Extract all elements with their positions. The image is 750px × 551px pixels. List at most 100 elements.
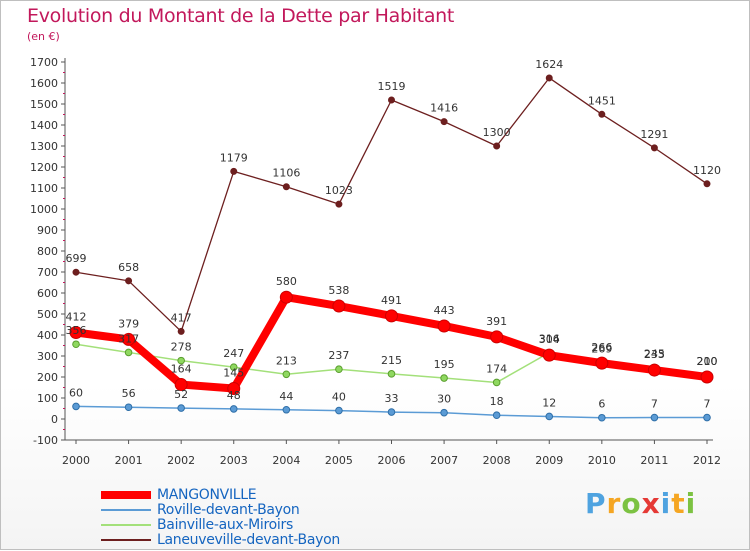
data-point-roville-devant-bayon bbox=[335, 406, 343, 415]
data-label-laneuveville-devant-bayon: 417 bbox=[171, 311, 192, 324]
data-label-mangonville: 491 bbox=[381, 294, 402, 307]
data-point-roville-devant-bayon bbox=[650, 413, 659, 422]
data-label-laneuveville-devant-bayon: 1106 bbox=[272, 167, 300, 180]
data-label-mangonville: 443 bbox=[434, 304, 455, 317]
y-tick-label: 1500 bbox=[30, 98, 58, 111]
data-point-mangonville bbox=[595, 356, 609, 370]
y-tick-label: 1700 bbox=[30, 56, 58, 69]
y-tick-label: 1400 bbox=[30, 119, 58, 132]
data-point-laneuveville-devant-bayon bbox=[493, 142, 501, 150]
x-tick-label: 2010 bbox=[588, 454, 616, 467]
x-tick-label: 2001 bbox=[115, 454, 143, 467]
y-tick-label: 600 bbox=[37, 287, 58, 300]
data-label-roville-devant-bayon: 40 bbox=[332, 391, 346, 404]
y-tick-label: 900 bbox=[37, 224, 58, 237]
data-point-bainville-aux-miroirs bbox=[124, 348, 133, 357]
data-label-laneuveville-devant-bayon: 1416 bbox=[430, 102, 458, 115]
x-tick-label: 2006 bbox=[378, 454, 406, 467]
y-tick-label: 1100 bbox=[30, 182, 58, 195]
data-point-bainville-aux-miroirs bbox=[282, 370, 291, 379]
data-point-laneuveville-devant-bayon bbox=[177, 327, 185, 335]
data-label-roville-devant-bayon: 18 bbox=[490, 395, 504, 408]
data-label-bainville-aux-miroirs: 278 bbox=[171, 341, 192, 354]
y-tick-label: 400 bbox=[37, 329, 58, 342]
data-label-bainville-aux-miroirs: 356 bbox=[66, 324, 87, 337]
y-tick-label: 500 bbox=[37, 308, 58, 321]
data-label-laneuveville-devant-bayon: 699 bbox=[66, 252, 87, 265]
data-point-bainville-aux-miroirs bbox=[72, 340, 80, 349]
data-point-laneuveville-devant-bayon bbox=[335, 200, 343, 208]
data-label-bainville-aux-miroirs: 269 bbox=[591, 343, 612, 356]
data-point-laneuveville-devant-bayon bbox=[650, 144, 658, 152]
data-point-laneuveville-devant-bayon bbox=[703, 180, 711, 188]
y-tick-label: 300 bbox=[37, 350, 58, 363]
data-label-roville-devant-bayon: 7 bbox=[651, 398, 658, 411]
data-point-laneuveville-devant-bayon bbox=[388, 96, 395, 104]
y-tick-label: -100 bbox=[33, 434, 58, 447]
data-label-laneuveville-devant-bayon: 1120 bbox=[693, 164, 721, 177]
data-label-bainville-aux-miroirs: 213 bbox=[276, 354, 297, 367]
data-point-mangonville bbox=[122, 332, 136, 346]
data-label-bainville-aux-miroirs: 174 bbox=[486, 362, 507, 375]
y-tick-label: 700 bbox=[37, 266, 58, 279]
x-tick-label: 2003 bbox=[220, 454, 248, 467]
legend-label: Bainville-aux-Miroirs bbox=[157, 516, 293, 533]
data-label-bainville-aux-miroirs: 195 bbox=[434, 358, 455, 371]
data-label-laneuveville-devant-bayon: 1451 bbox=[588, 94, 616, 107]
data-label-roville-devant-bayon: 52 bbox=[174, 388, 188, 401]
data-label-bainville-aux-miroirs: 245 bbox=[644, 348, 665, 361]
data-point-mangonville bbox=[227, 382, 241, 396]
legend-item: Laneuveville-devant-Bayon bbox=[101, 531, 340, 548]
data-point-bainville-aux-miroirs bbox=[440, 374, 448, 382]
data-label-laneuveville-devant-bayon: 1519 bbox=[378, 80, 406, 93]
data-point-laneuveville-devant-bayon bbox=[440, 118, 448, 126]
data-label-roville-devant-bayon: 7 bbox=[704, 398, 711, 411]
data-point-bainville-aux-miroirs bbox=[492, 378, 501, 387]
data-point-bainville-aux-miroirs bbox=[229, 363, 238, 371]
data-point-roville-devant-bayon bbox=[703, 413, 711, 422]
legend-swatch bbox=[101, 508, 151, 511]
data-point-roville-devant-bayon bbox=[492, 411, 501, 420]
data-label-roville-devant-bayon: 33 bbox=[385, 392, 399, 405]
y-tick-label: 1000 bbox=[30, 203, 58, 216]
y-tick-label: 1200 bbox=[30, 161, 58, 174]
data-label-laneuveville-devant-bayon: 1179 bbox=[220, 151, 248, 164]
data-label-roville-devant-bayon: 12 bbox=[542, 396, 556, 409]
data-label-mangonville: 391 bbox=[486, 315, 507, 328]
data-label-bainville-aux-miroirs: 317 bbox=[118, 332, 139, 345]
data-point-roville-devant-bayon bbox=[545, 412, 554, 421]
x-tick-label: 2012 bbox=[693, 454, 721, 467]
data-point-bainville-aux-miroirs bbox=[387, 370, 396, 378]
chart-title: Evolution du Montant de la Dette par Hab… bbox=[27, 5, 455, 27]
proxiti-logo: Proxiti bbox=[585, 487, 697, 520]
data-point-mangonville bbox=[437, 319, 451, 333]
y-tick-label: 100 bbox=[37, 392, 58, 405]
data-point-roville-devant-bayon bbox=[387, 408, 396, 416]
legend-item: Bainville-aux-Miroirs bbox=[101, 516, 340, 533]
data-point-mangonville bbox=[332, 299, 346, 313]
data-point-laneuveville-devant-bayon bbox=[72, 268, 80, 276]
data-point-roville-devant-bayon bbox=[598, 413, 606, 422]
legend-item: MANGONVILLE bbox=[101, 486, 340, 503]
data-point-bainville-aux-miroirs bbox=[335, 365, 343, 374]
x-tick-label: 2008 bbox=[483, 454, 511, 467]
x-tick-label: 2011 bbox=[640, 454, 668, 467]
legend-label: Laneuveville-devant-Bayon bbox=[157, 531, 340, 548]
data-point-mangonville bbox=[647, 363, 661, 377]
data-point-roville-devant-bayon bbox=[177, 404, 185, 412]
x-tick-label: 2002 bbox=[167, 454, 195, 467]
y-tick-label: 1600 bbox=[30, 77, 58, 90]
data-label-roville-devant-bayon: 6 bbox=[598, 398, 605, 411]
data-point-mangonville bbox=[700, 370, 714, 384]
data-point-mangonville bbox=[174, 378, 188, 392]
data-point-roville-devant-bayon bbox=[229, 405, 238, 413]
data-point-laneuveville-devant-bayon bbox=[230, 167, 238, 175]
data-point-mangonville bbox=[279, 290, 293, 304]
x-tick-label: 2004 bbox=[272, 454, 300, 467]
data-label-mangonville: 266 bbox=[591, 341, 612, 354]
data-point-bainville-aux-miroirs bbox=[177, 356, 185, 365]
legend-label: MANGONVILLE bbox=[157, 486, 257, 503]
x-tick-label: 2007 bbox=[430, 454, 458, 467]
